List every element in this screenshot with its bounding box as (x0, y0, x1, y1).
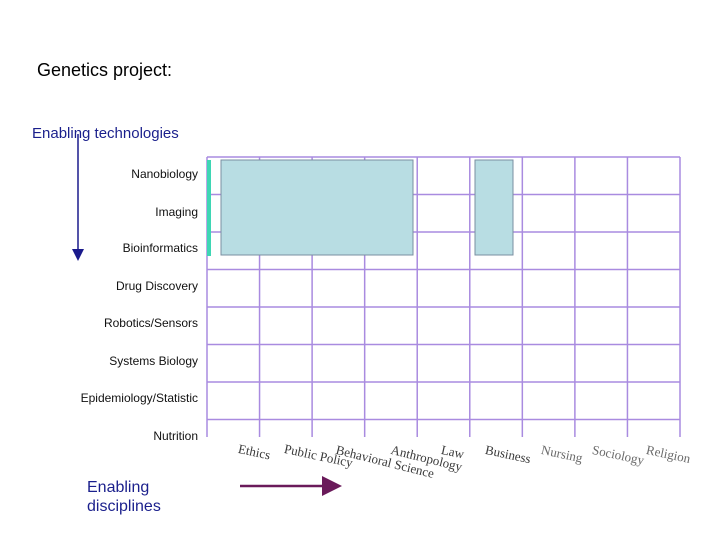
row-label-systems-biology: Systems Biology (109, 354, 198, 368)
page-title: Genetics project: (37, 60, 173, 80)
row-label-nanobiology: Nanobiology (131, 167, 198, 181)
technologies-heading: Enabling technologies (32, 125, 179, 142)
row-label-nutrition: Nutrition (153, 429, 198, 443)
row-label-drug-discovery: Drug Discovery (115, 279, 198, 293)
row-label-bioinformatics: Bioinformatics (122, 241, 198, 255)
row-label-epidemiology-statistic: Epidemiology/Statistic (80, 391, 198, 405)
row-label-robotics-sensors: Robotics/Sensors (103, 316, 198, 330)
disciplines-heading: Enabling disciplines (87, 478, 207, 516)
highlight-cell-business (474, 159, 514, 256)
disciplines-heading-line2: disciplines (87, 498, 161, 515)
disciplines-heading-line1: Enabling (87, 479, 150, 496)
row-label-imaging: Imaging (155, 205, 198, 219)
highlight-cell-technologies (220, 159, 414, 256)
